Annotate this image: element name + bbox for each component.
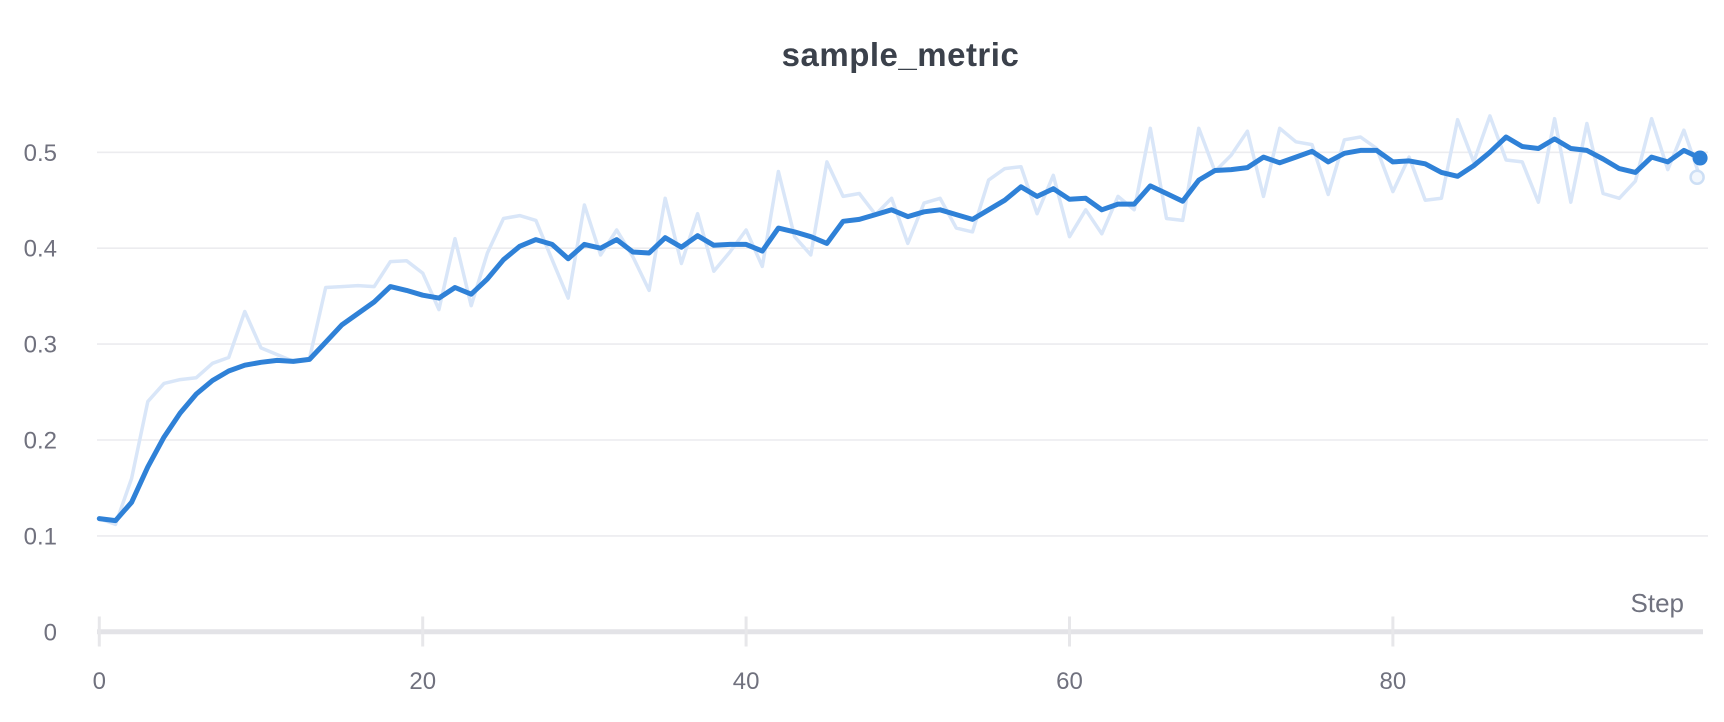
raw-series-end-marker (1689, 169, 1705, 185)
x-tick-label: 60 (1056, 668, 1083, 695)
y-tick-label: 0.5 (24, 140, 57, 167)
smoothed-series-line (96, 134, 1703, 524)
smoothed-series-end-marker (1692, 150, 1708, 166)
y-tick-label: 0.4 (24, 236, 57, 263)
chart-title: sample_metric (781, 36, 1020, 73)
raw-series-line (97, 114, 1702, 527)
y-tick-label: 0.3 (24, 332, 57, 359)
gridlines (97, 151, 1708, 537)
y-tick-label: 0 (44, 619, 57, 646)
x-tick-label: 0 (93, 668, 106, 695)
x-tick-label: 20 (409, 668, 436, 695)
axis-tick-labels: 0 0.1 0.2 0.3 0.4 0.5 0 20 40 60 80 (24, 140, 1407, 695)
y-tick-label: 0.1 (24, 523, 57, 550)
x-axis-title: Step (1630, 588, 1685, 618)
y-tick-label: 0.2 (24, 428, 57, 455)
axes (97, 616, 1703, 647)
x-tick-label: 40 (733, 668, 760, 695)
x-tick-label: 80 (1380, 668, 1407, 695)
